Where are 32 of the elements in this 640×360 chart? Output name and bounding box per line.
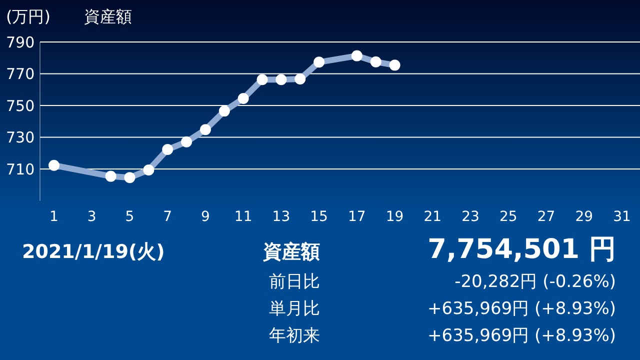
text: 単月比 (269, 299, 320, 319)
y-tick-label: 790 (6, 33, 35, 52)
x-tick-label: 23 (462, 209, 480, 225)
x-tick-label: 5 (125, 209, 134, 225)
text: 前日比 (269, 272, 320, 292)
x-tick-label: 11 (234, 209, 252, 225)
x-tick-label: 7 (163, 209, 172, 225)
chart-title: 資産額 (84, 7, 132, 26)
x-tick-label: 21 (424, 209, 442, 225)
x-tick-label: 29 (575, 209, 594, 225)
x-tick-label: 17 (348, 209, 366, 225)
x-tick-label: 25 (499, 209, 518, 225)
x-tick-label: 9 (201, 209, 210, 225)
text: 年初来 (269, 326, 320, 346)
y-tick-label: 730 (6, 128, 35, 146)
text: 7,754,501 円 (428, 234, 616, 265)
y-tick-label: 710 (6, 160, 35, 178)
x-tick-label: 31 (613, 209, 631, 225)
text: +635,969円 (+8.93%) (428, 326, 616, 346)
y-axis-title: (万円) (6, 7, 50, 26)
y-tick-label: 770 (6, 65, 35, 83)
x-tick-label: 3 (87, 209, 96, 225)
text: 2021/1/19(火) (22, 241, 165, 263)
x-tick-label: 15 (310, 209, 328, 225)
x-tick-label: 13 (272, 209, 290, 225)
text: -20,282円 (-0.26%) (454, 272, 616, 292)
text: 資産額 (262, 241, 320, 263)
x-tick-label: 1 (50, 209, 58, 225)
y-tick-label: 750 (6, 96, 35, 115)
x-tick-label: 27 (537, 209, 556, 225)
text: +635,969円 (+8.93%) (428, 299, 616, 319)
x-tick-label: 19 (386, 209, 404, 225)
